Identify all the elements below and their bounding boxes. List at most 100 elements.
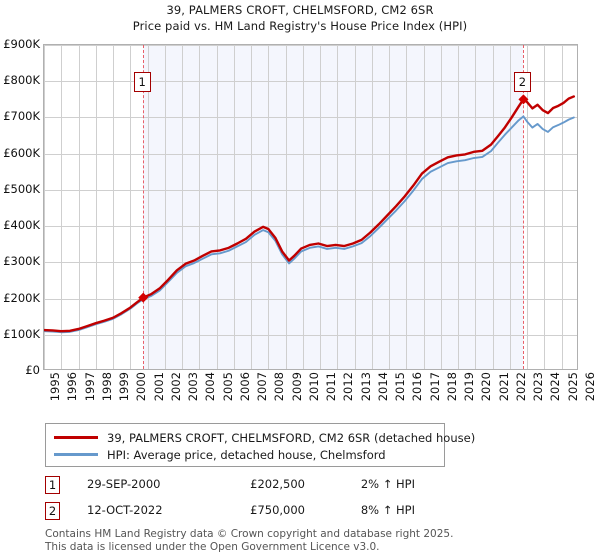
gridline-horizontal [44,334,577,336]
x-axis-tick-label: 2021 [496,372,511,402]
gridline-vertical [216,45,218,369]
gridline-vertical [302,45,304,369]
transaction-date: 29-SEP-2000 [87,477,161,491]
x-axis-tick-label: 2008 [272,372,287,402]
y-axis-tick-label: £0 [25,363,40,377]
x-axis-tick-label: 2013 [358,372,373,402]
gridline-vertical [251,45,253,369]
gridline-vertical [233,45,235,369]
gridline-vertical [285,45,287,369]
gridline-vertical [423,45,425,369]
gridline-horizontal [44,117,577,119]
title-line-subtitle: Price paid vs. HM Land Registry's House … [132,19,468,33]
transactions-table: 1 29-SEP-2000 £202,500 2% ↑ HPI 2 12-OCT… [45,474,465,526]
legend-label-property: 39, PALMERS CROFT, CHELMSFORD, CM2 6SR (… [107,430,476,445]
gridline-vertical [199,45,201,369]
transaction-marker-line [523,45,525,369]
y-axis-labels: £0 £100K £200K £300K £400K £500K £600K £700K £80… [0,0,43,420]
price-series-lines [44,94,576,334]
x-axis-tick-label: 2000 [134,372,149,402]
gridline-vertical [406,45,408,369]
gridline-vertical [130,45,132,369]
gridline-vertical [458,45,460,369]
x-axis-tick-label: 2022 [513,372,528,402]
x-axis-tick-label: 2006 [237,372,252,402]
gridline-vertical [268,45,270,369]
gridline-vertical [147,45,149,369]
legend-swatch-property [54,436,98,439]
footer-attribution: Contains HM Land Registry data © Crown c… [45,528,585,553]
x-axis-tick-label: 2012 [341,372,356,402]
footer-line-licence: This data is licensed under the Open Gov… [45,540,380,553]
gridline-vertical [354,45,356,369]
x-axis-tick-label: 2001 [151,372,166,402]
transaction-marker-line [143,45,145,369]
footer-line-copyright: Contains HM Land Registry data © Crown c… [45,528,454,540]
transaction-index-badge: 1 [45,476,60,494]
x-axis-tick-label: 2019 [462,372,477,402]
x-axis-tick-label: 1996 [65,372,80,402]
gridline-vertical [475,45,477,369]
y-axis-tick-label: £800K [3,73,40,88]
gridline-horizontal [44,81,577,83]
marker-box-2: 2 [513,72,531,92]
y-axis-tick-label: £600K [3,145,40,160]
x-axis-tick-label: 2020 [479,372,494,402]
gridline-horizontal [44,298,577,300]
table-row: 2 12-OCT-2022 £750,000 8% ↑ HPI [45,500,465,526]
x-axis-tick-label: 1998 [99,372,114,402]
legend-label-hpi: HPI: Average price, detached house, Chel… [107,447,386,462]
gridline-vertical [113,45,115,369]
chart-plot-area [43,44,578,370]
x-axis-tick-label: 2015 [393,372,408,402]
gridline-vertical [164,45,166,369]
gridline-horizontal [44,153,577,155]
gridline-vertical [561,45,563,369]
page-title: 39, PALMERS CROFT, CHELMSFORD, CM2 6SR P… [0,2,600,34]
x-axis-tick-label: 2018 [444,372,459,402]
gridline-vertical [78,45,80,369]
gridline-vertical [44,45,45,369]
y-axis-tick-label: £100K [3,326,40,341]
gridline-vertical [492,45,494,369]
gridline-horizontal [44,262,577,264]
y-axis-tick-label: £700K [3,109,40,124]
marker-box-1: 1 [133,72,151,92]
x-axis-tick-label: 2007 [255,372,270,402]
x-axis-tick-label: 2025 [565,372,580,402]
gridline-vertical [320,45,322,369]
legend-item-property: 39, PALMERS CROFT, CHELMSFORD, CM2 6SR (… [46,429,475,446]
y-axis-tick-label: £200K [3,290,40,305]
transaction-price: £202,500 [250,477,305,491]
ownership-highlight-band [143,45,524,369]
transaction-price: £750,000 [250,503,305,517]
legend-swatch-hpi [54,453,98,456]
gridline-horizontal [44,45,577,46]
x-axis-tick-label: 2003 [186,372,201,402]
x-axis-tick-label: 2017 [427,372,442,402]
x-axis-tick-label: 1999 [117,372,132,402]
x-axis-tick-label: 1995 [48,372,62,402]
x-axis-tick-label: 2004 [203,372,218,402]
x-axis-tick-label: 2009 [289,372,304,402]
x-axis-tick-label: 2011 [324,372,339,402]
chart-legend: 39, PALMERS CROFT, CHELMSFORD, CM2 6SR (… [45,423,475,467]
y-axis-tick-label: £500K [3,181,40,196]
y-axis-tick-label: £400K [3,218,40,233]
x-axis-tick-label: 2010 [306,372,321,402]
transaction-index-badge: 2 [45,502,60,520]
series-line-hpi [44,115,575,334]
transaction-hpi-delta: 2% ↑ HPI [360,477,415,491]
series-line-property [44,95,576,333]
x-axis-tick-label: 2023 [531,372,546,402]
gridline-vertical [61,45,63,369]
y-axis-tick-label: £300K [3,254,40,269]
x-axis-tick-label: 2014 [375,372,390,402]
gridline-vertical [95,45,97,369]
x-axis-tick-label: 2026 [583,372,597,402]
gridline-vertical [389,45,391,369]
transaction-point-marker [138,292,149,303]
gridline-horizontal [44,226,577,228]
table-row: 1 29-SEP-2000 £202,500 2% ↑ HPI [45,474,465,500]
